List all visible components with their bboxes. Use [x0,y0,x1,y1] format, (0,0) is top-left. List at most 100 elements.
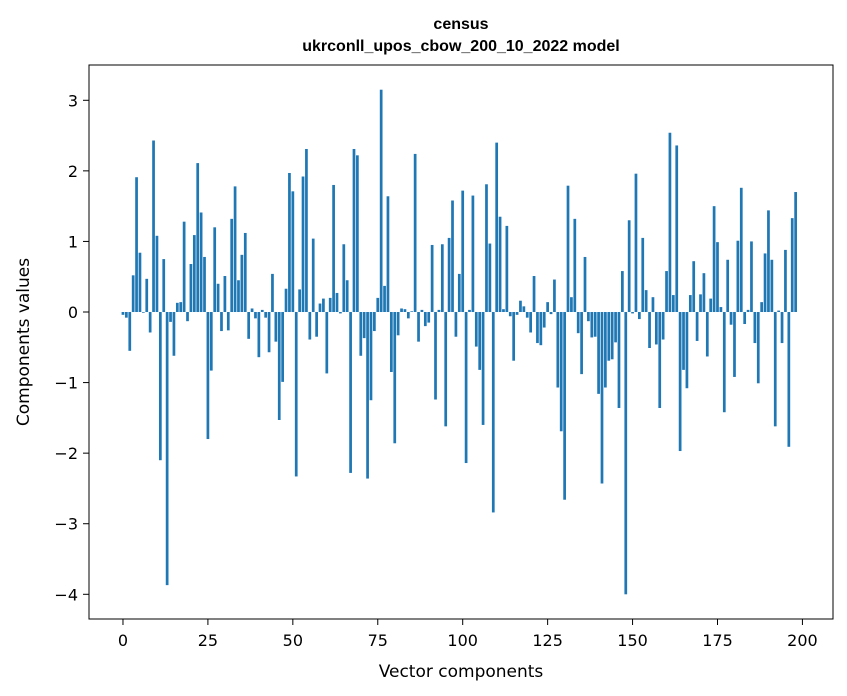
x-tick-label: 125 [532,631,563,650]
bar-156 [651,297,655,313]
bar-176 [719,307,723,313]
bar-39 [254,312,257,319]
bar-45 [274,312,278,342]
bar-98 [454,312,458,337]
y-tick-label: 0 [68,303,78,322]
bar-132 [570,297,573,313]
bar-149 [627,220,631,313]
bar-131 [566,185,570,313]
bar-27 [213,227,217,313]
bar-28 [216,283,220,313]
bar-64 [339,312,342,314]
bar-159 [661,312,665,340]
bar-99 [457,273,461,313]
bar-82 [400,308,403,313]
bar-123 [539,312,543,346]
bar-90 [427,312,431,323]
bar-49 [288,172,291,313]
x-tick-label: 150 [617,631,648,650]
bar-103 [471,195,475,313]
bar-139 [593,312,597,337]
bar-187 [756,312,760,384]
bar-126 [549,312,553,315]
bar-172 [705,312,709,357]
bar-182 [739,187,743,313]
bar-17 [179,302,183,313]
bar-154 [644,290,648,313]
bar-42 [264,312,268,318]
bar-104 [474,312,478,347]
bar-115 [512,312,516,361]
bar-164 [678,312,682,452]
bar-100 [461,190,465,313]
bar-158 [658,312,662,408]
bar-185 [750,241,753,312]
bar-125 [546,302,549,313]
bar-12 [162,259,166,313]
bar-32 [230,218,234,313]
bar-118 [522,306,526,313]
bar-117 [519,300,522,312]
bar-196 [787,312,791,447]
x-tick-label: 175 [702,631,733,650]
bar-112 [502,309,505,312]
bar-179 [729,312,733,325]
bar-56 [311,238,315,313]
bar-153 [641,237,645,312]
x-axis-label: Vector components [379,662,544,682]
bar-16 [175,302,179,312]
bar-119 [525,312,529,318]
bar-197 [790,218,794,312]
bar-62 [332,184,335,312]
bar-160 [665,271,668,312]
bar-70 [359,312,363,356]
bar-83 [403,309,407,312]
bar-34 [237,280,240,313]
bar-195 [784,249,787,312]
bar-29 [220,312,223,332]
bar-21 [192,235,196,312]
bar-60 [325,312,329,374]
bar-24 [203,256,206,313]
bar-127 [553,279,556,312]
bar-47 [281,312,284,382]
bar-20 [189,264,193,313]
bar-8 [148,312,152,333]
bar-180 [733,312,736,377]
bar-91 [430,244,434,312]
bar-13 [165,312,169,586]
bar-183 [743,312,747,325]
bar-137 [587,312,590,322]
bar-6 [142,312,145,313]
chart-title-group: census ukrconll_upos_cbow_200_10_2022 mo… [302,16,619,55]
bar-76 [379,89,383,313]
bar-63 [335,292,339,312]
bar-136 [583,256,587,313]
bar-73 [369,312,373,401]
bar-194 [780,312,784,344]
bar-142 [604,312,607,388]
bar-177 [722,312,726,413]
bar-97 [451,200,454,313]
bar-188 [760,302,764,313]
bar-7 [145,278,149,313]
bar-106 [481,312,485,425]
bar-59 [322,298,325,313]
bar-86 [413,153,417,312]
bar-5 [138,252,142,312]
chart-title: census [433,16,488,33]
bar-50 [291,191,295,313]
bar-174 [712,206,716,313]
bar-141 [600,312,604,484]
bar-37 [247,312,251,339]
x-axis-ticks: 0 25 50 75 100 125 150 175 200 [118,619,818,650]
y-tick-label: −4 [54,585,78,604]
bar-163 [675,145,679,312]
bar-143 [607,312,611,361]
bar-31 [226,312,230,331]
bar-66 [345,280,349,313]
bar-26 [209,312,213,371]
y-tick-label: 1 [68,232,78,251]
bar-14 [169,312,172,322]
bar-87 [417,312,420,342]
